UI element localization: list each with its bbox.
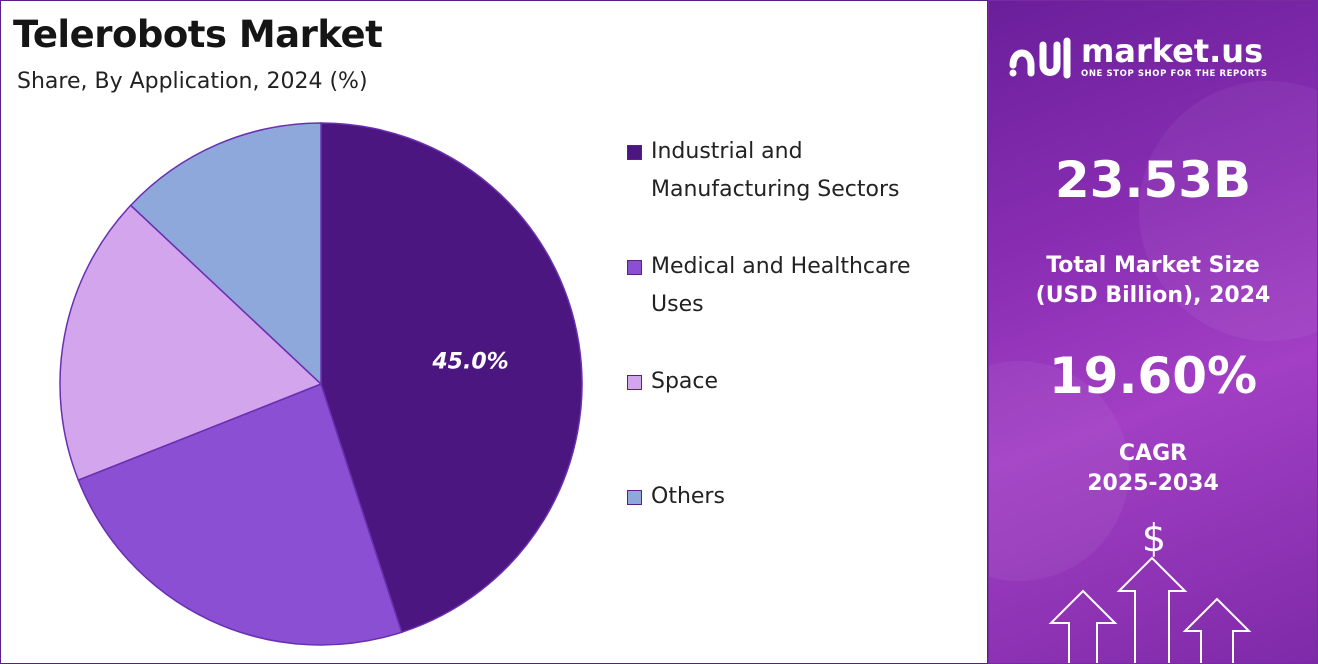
market-us-logo[interactable]: market.us ONE STOP SHOP FOR THE REPORTS xyxy=(1009,35,1268,79)
cagr-label: CAGR 2025-2034 xyxy=(1087,441,1219,496)
legend-swatch-industrial xyxy=(627,145,642,160)
legend-item-space: Space xyxy=(627,363,977,401)
market-size-value: 23.53B xyxy=(1054,151,1252,209)
pie-slice-0 xyxy=(320,122,583,634)
logo-tagline: ONE STOP SHOP FOR THE REPORTS xyxy=(1081,69,1268,79)
pie-slice-3 xyxy=(129,122,322,386)
pie-data-label-0: 45.0% xyxy=(431,349,508,374)
legend-item-medical: Medical and Healthcare Uses xyxy=(627,248,977,324)
up-arrow-icon xyxy=(1048,556,1252,663)
chart-panel: Telerobots Market Share, By Application,… xyxy=(0,0,988,664)
legend-item-others: Others xyxy=(627,478,977,516)
legend-swatch-space xyxy=(627,375,642,390)
cagr-value: 19.60% xyxy=(1048,347,1258,405)
legend-label-others: Others xyxy=(651,484,725,509)
legend-label-medical: Medical and Healthcare Uses xyxy=(651,254,911,317)
summary-panel: market.us ONE STOP SHOP FOR THE REPORTS … xyxy=(988,0,1318,664)
legend-label-industrial: Industrial and Manufacturing Sectors xyxy=(651,139,900,202)
market-us-logo-icon xyxy=(1009,37,1071,79)
pie-chart: 45.0% xyxy=(59,122,583,646)
logo-name: market.us xyxy=(1081,32,1264,70)
legend-label-space: Space xyxy=(651,369,719,394)
market-size-label: Total Market Size (USD Billion), 2024 xyxy=(1035,253,1271,308)
dollar-icon: $ xyxy=(1142,516,1166,560)
pie-slice-1 xyxy=(77,383,403,646)
growth-illustration: $ xyxy=(1048,516,1252,663)
pie-slice-2 xyxy=(59,204,323,482)
chart-title: Telerobots Market xyxy=(13,13,383,56)
chart-subtitle: Share, By Application, 2024 (%) xyxy=(17,69,368,94)
legend-swatch-medical xyxy=(627,260,642,275)
legend-item-industrial: Industrial and Manufacturing Sectors xyxy=(627,133,977,209)
legend-swatch-others xyxy=(627,490,642,505)
